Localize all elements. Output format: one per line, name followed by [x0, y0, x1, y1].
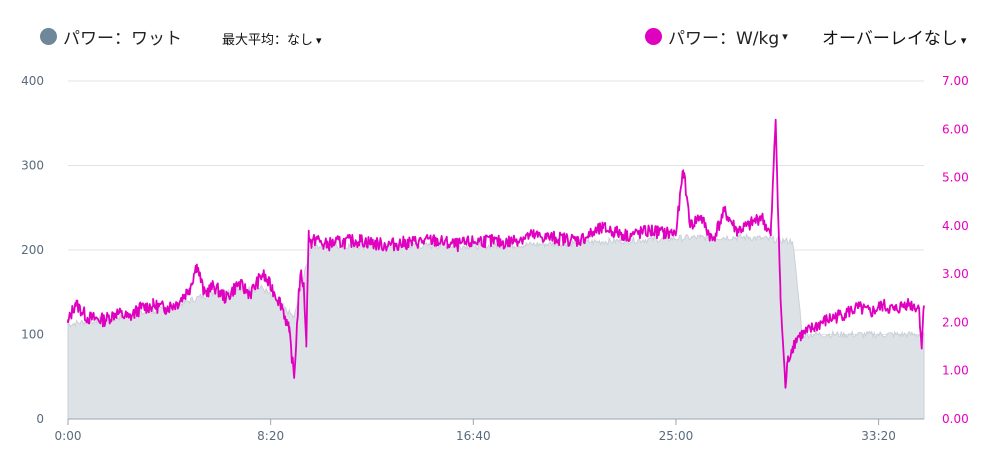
left-tick-label: 0 — [36, 412, 44, 426]
legend-watts-dot — [40, 28, 57, 45]
legend-watts-label: パワー：ワット — [63, 29, 182, 49]
x-axis-ticks: 0:00 8:20 16:40 25:00 33:20 — [55, 419, 896, 443]
right-tick-label: 5.00 — [942, 171, 969, 185]
right-tick-label: 3.00 — [942, 267, 969, 281]
right-tick-label: 4.00 — [942, 219, 969, 233]
legend-watts[interactable]: パワー：ワット — [40, 24, 182, 49]
right-tick-label: 0.00 — [942, 412, 969, 426]
max-average-dropdown[interactable]: 最大平均：なし ▾ — [222, 29, 322, 48]
right-tick-label: 7.00 — [942, 74, 969, 88]
legend-wkg-label: パワー：W/kg — [668, 29, 780, 49]
left-axis-ticks: 0 100 200 300 400 — [21, 74, 44, 426]
overlay-dropdown[interactable]: オーバーレイなし ▾ — [822, 24, 966, 49]
right-tick-label: 6.00 — [942, 122, 969, 136]
right-tick-label: 1.00 — [942, 364, 969, 378]
chevron-down-icon: ▾ — [960, 34, 967, 47]
left-tick-label: 100 — [21, 328, 44, 342]
overlay-label: オーバーレイなし — [822, 29, 958, 49]
legend-wkg-dropdown[interactable]: パワー：W/kg ▾ — [645, 24, 788, 49]
x-tick-label: 16:40 — [456, 429, 491, 443]
x-tick-label: 0:00 — [55, 429, 82, 443]
watts-area — [67, 232, 925, 420]
x-tick-label: 8:20 — [257, 429, 284, 443]
x-tick-label: 25:00 — [659, 429, 694, 443]
left-tick-label: 200 — [21, 243, 44, 257]
chevron-down-icon: ▾ — [782, 30, 788, 43]
wkg-line — [67, 118, 925, 389]
chevron-down-icon: ▾ — [316, 34, 322, 47]
right-tick-label: 2.00 — [942, 315, 969, 329]
left-tick-label: 400 — [21, 74, 44, 88]
legend-wkg-dot — [645, 28, 662, 45]
right-axis-ticks: 0.00 1.00 2.00 3.00 4.00 5.00 6.00 7.00 — [942, 74, 969, 426]
max-average-label: 最大平均：なし — [222, 33, 314, 48]
x-tick-label: 33:20 — [861, 429, 896, 443]
left-tick-label: 300 — [21, 159, 44, 173]
